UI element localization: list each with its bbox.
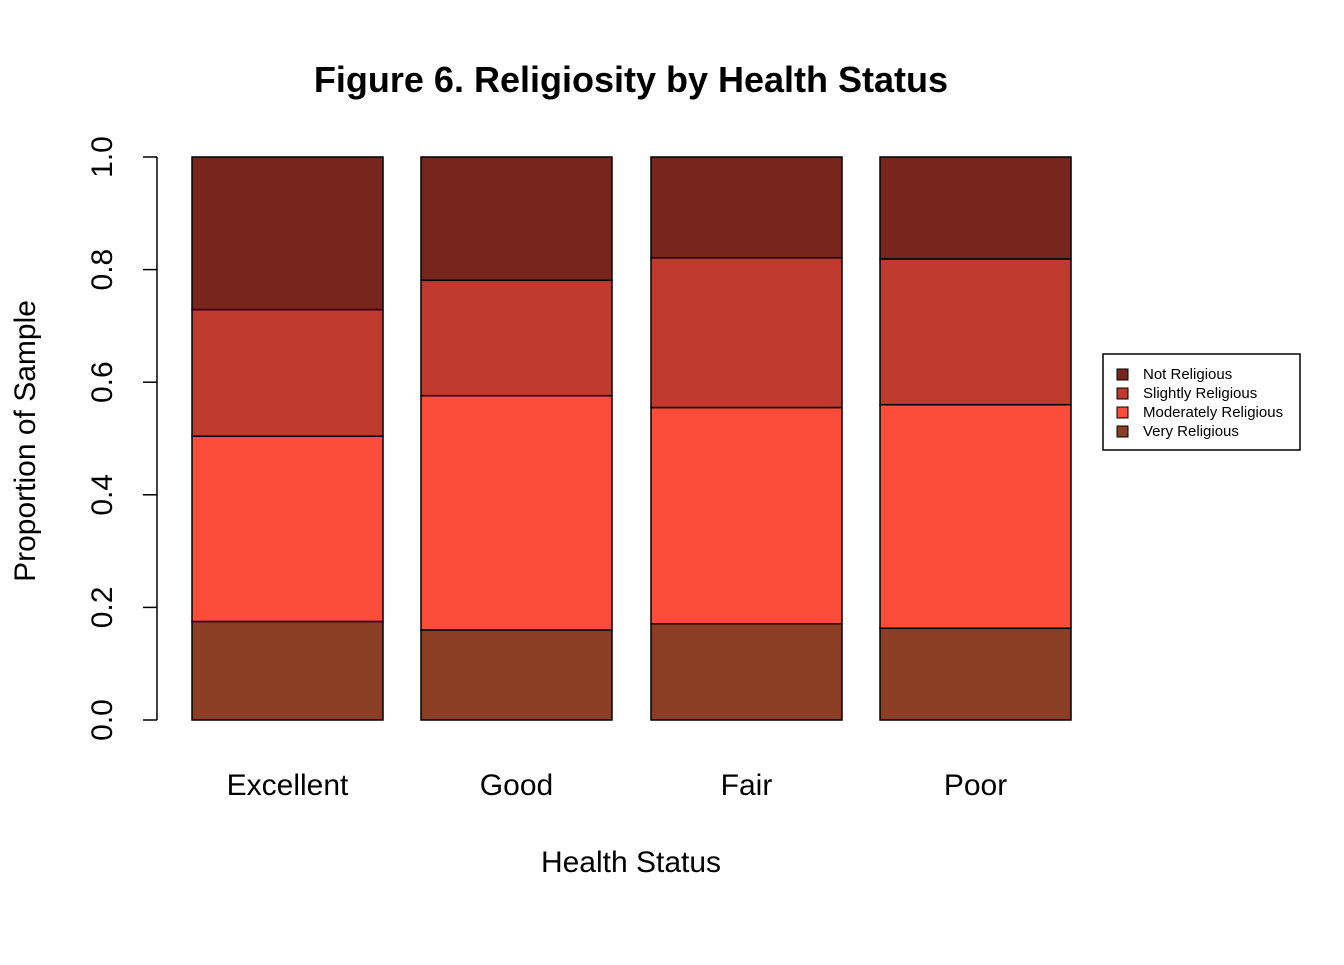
y-tick-label: 0.6 — [86, 361, 119, 403]
bar-segment-not-religious — [420, 156, 613, 282]
x-tick-label: Good — [480, 769, 553, 802]
bar-segment-slightly-religious — [420, 279, 613, 397]
bar-segment-moderately-religious — [650, 406, 843, 625]
y-tick-label: 0.8 — [86, 249, 119, 291]
chart-title: Figure 6. Religiosity by Health Status — [314, 59, 948, 100]
x-axis: Excellent Good Fair Poor — [227, 769, 1008, 802]
legend-swatch — [1116, 368, 1129, 381]
y-axis-label: Proportion of Sample — [9, 300, 42, 582]
y-tick-label: 0.2 — [86, 587, 119, 629]
legend-swatch — [1116, 425, 1129, 438]
bar-segment-not-religious — [879, 156, 1072, 260]
x-tick-label: Excellent — [227, 769, 349, 802]
legend-label: Not Religious — [1143, 366, 1232, 383]
legend: Not Religious Slightly Religious Moderatel… — [1102, 353, 1301, 451]
y-tick-label: 0.0 — [86, 699, 119, 741]
legend-label: Slightly Religious — [1143, 385, 1257, 402]
legend-swatch — [1116, 387, 1129, 400]
bar-segment-very-religious — [650, 622, 843, 721]
bar-segment-very-religious — [879, 627, 1072, 721]
bar-segment-moderately-religious — [191, 435, 384, 623]
legend-box — [1102, 353, 1301, 451]
y-tick-label: 0.4 — [86, 474, 119, 516]
legend-label: Very Religious — [1143, 423, 1239, 440]
legend-label: Moderately Religious — [1143, 404, 1283, 421]
bar-segment-not-religious — [650, 156, 843, 259]
bar-segment-moderately-religious — [879, 403, 1072, 629]
legend-swatch — [1116, 406, 1129, 419]
x-tick-label: Poor — [944, 769, 1007, 802]
bar-segment-very-religious — [191, 620, 384, 721]
bar-segment-not-religious — [191, 156, 384, 311]
bar-segment-slightly-religious — [191, 308, 384, 437]
bar-segment-slightly-religious — [879, 258, 1072, 406]
bar-segment-moderately-religious — [420, 394, 613, 631]
y-axis: 0.0 0.2 0.4 0.6 0.8 1.0 — [86, 136, 158, 741]
bar-segment-very-religious — [420, 629, 613, 721]
x-tick-label: Fair — [721, 769, 773, 802]
x-axis-label: Health Status — [541, 846, 721, 879]
bars — [191, 156, 1072, 721]
bar-segment-slightly-religious — [650, 257, 843, 409]
y-tick-label: 1.0 — [86, 136, 119, 178]
